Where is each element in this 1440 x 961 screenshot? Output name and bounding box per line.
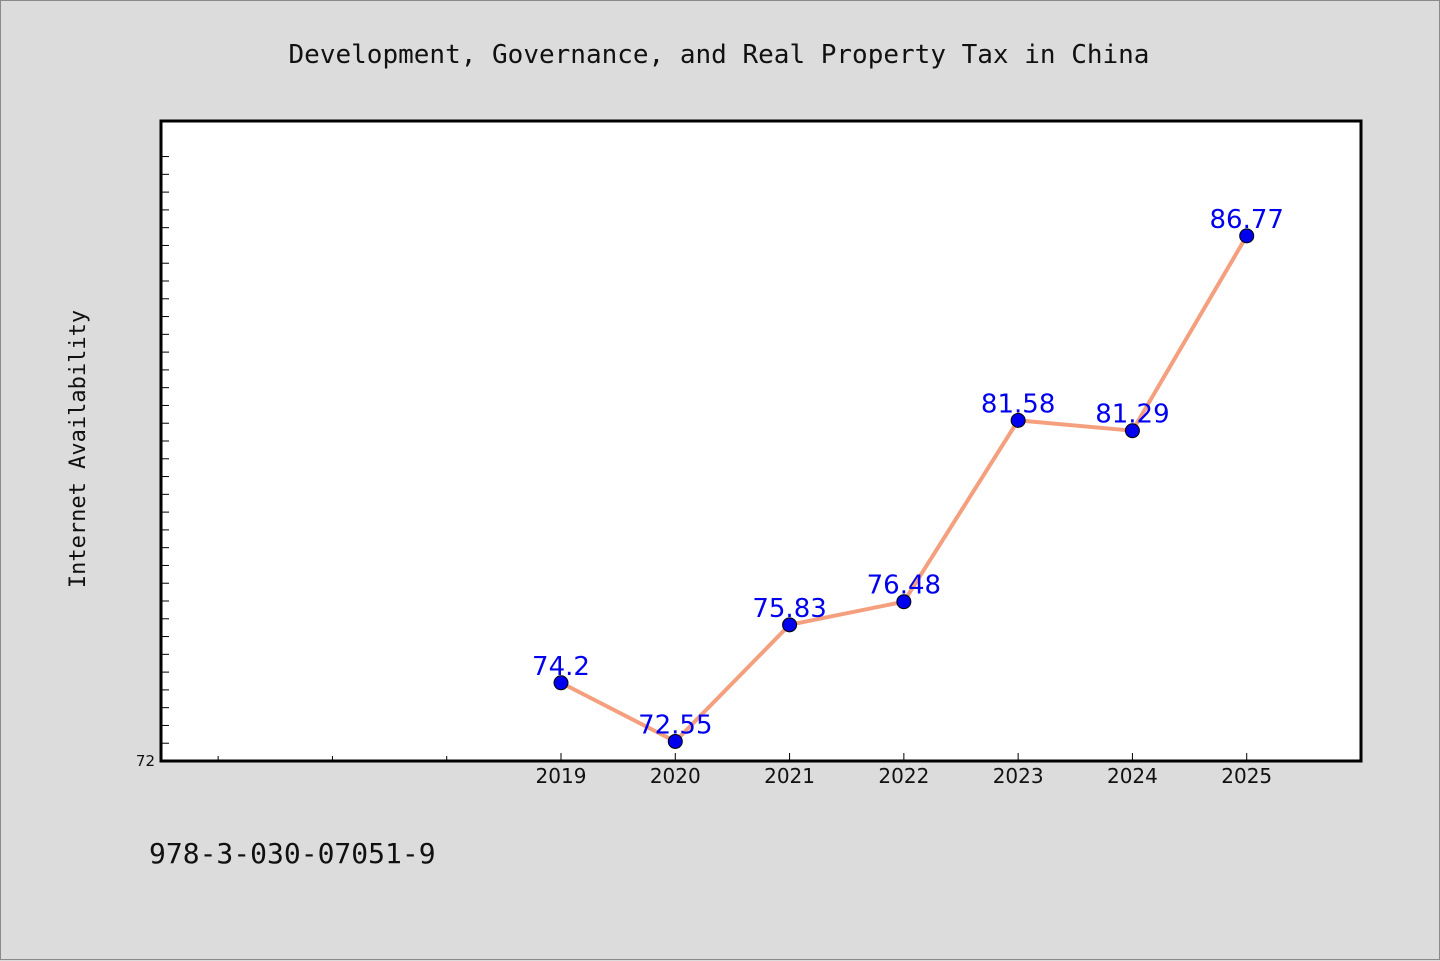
x-tick-label: 2019 (536, 764, 587, 788)
footer-isbn: 978-3-030-07051-9 (149, 837, 436, 870)
x-axis-ticks: 2019 2020 2021 2022 2023 2024 2025 (217, 753, 1272, 788)
x-tick-label: 2023 (993, 764, 1044, 788)
data-point (1239, 228, 1255, 244)
data-point (553, 675, 569, 691)
data-point (1010, 412, 1026, 428)
x-tick-label: 2024 (1107, 764, 1158, 788)
chart-title: Development, Governance, and Real Proper… (289, 40, 1150, 70)
data-label: 81.29 (1095, 400, 1169, 430)
plot-area (159, 119, 1363, 763)
y-tick-label: 72 (136, 752, 155, 770)
series-layer: 74.2 72.55 75.83 76.48 81.58 81.29 86.77 (532, 205, 1284, 749)
data-point (667, 733, 683, 749)
data-label: 72.55 (638, 710, 712, 740)
data-label: 86.77 (1209, 205, 1283, 235)
y-axis-label: Internet Availability (66, 310, 91, 588)
data-label: 75.83 (752, 594, 826, 624)
x-tick-label: 2021 (764, 764, 815, 788)
data-label: 74.2 (532, 652, 590, 682)
x-tick-label: 2025 (1221, 764, 1272, 788)
data-label: 81.58 (981, 389, 1055, 419)
x-tick-label: 2022 (878, 764, 929, 788)
data-point (896, 594, 912, 610)
data-label: 76.48 (867, 571, 941, 601)
data-point (1124, 423, 1140, 439)
y-axis-ticks: 72 (136, 156, 169, 770)
x-tick-label: 2020 (650, 764, 701, 788)
data-point (782, 617, 798, 633)
